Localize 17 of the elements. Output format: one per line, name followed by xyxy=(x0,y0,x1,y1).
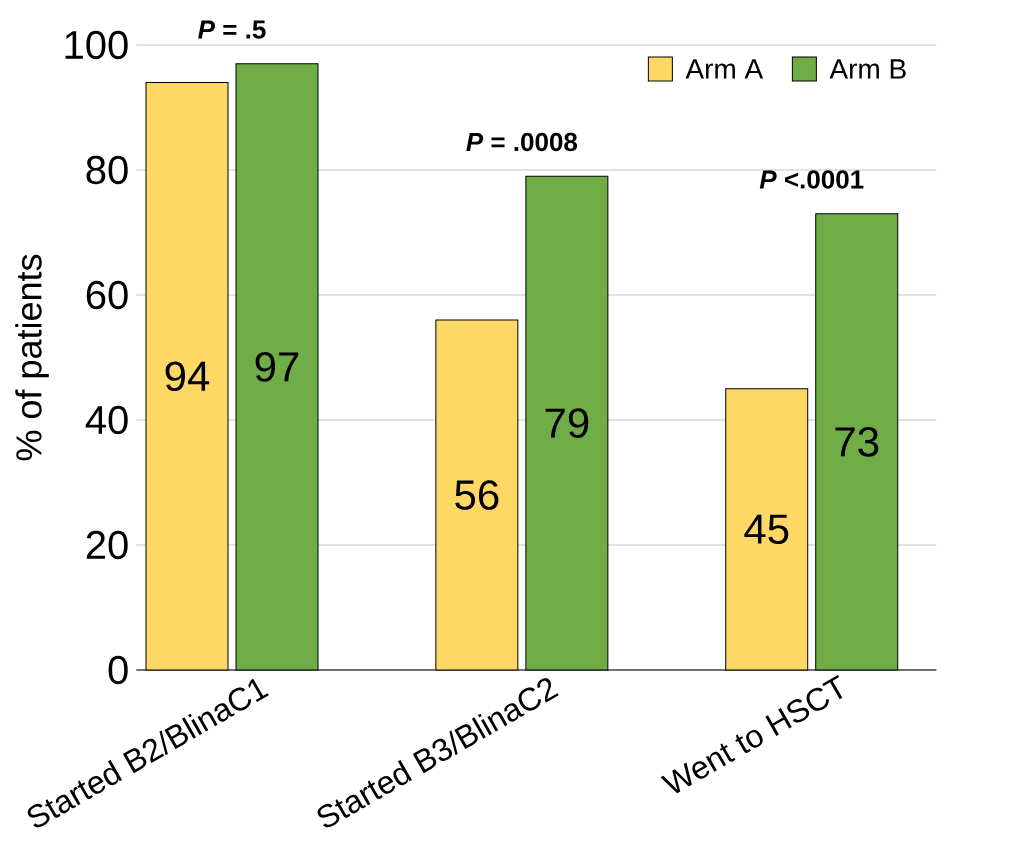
text: P = .5 xyxy=(198,20,266,39)
data-label: 45 xyxy=(744,514,789,545)
annotation: P <.0001 xyxy=(759,170,864,189)
legend-label: Arm A xyxy=(685,59,764,79)
legend-label: Arm B xyxy=(829,59,906,79)
y-tick-label: 100 xyxy=(65,30,128,60)
y-tick-label: 40 xyxy=(85,405,128,435)
y-axis-title: % of patients xyxy=(15,254,49,461)
annotation: P = .0008 xyxy=(466,132,578,152)
y-tick-label: 60 xyxy=(86,280,128,310)
y-tick-label: 20 xyxy=(86,530,128,560)
data-label: 94 xyxy=(165,361,210,392)
data-label: 56 xyxy=(455,480,499,510)
data-label: 79 xyxy=(545,408,589,438)
y-tick-label: 80 xyxy=(86,155,128,185)
data-label: 97 xyxy=(255,352,299,382)
data-label: 73 xyxy=(835,427,879,457)
